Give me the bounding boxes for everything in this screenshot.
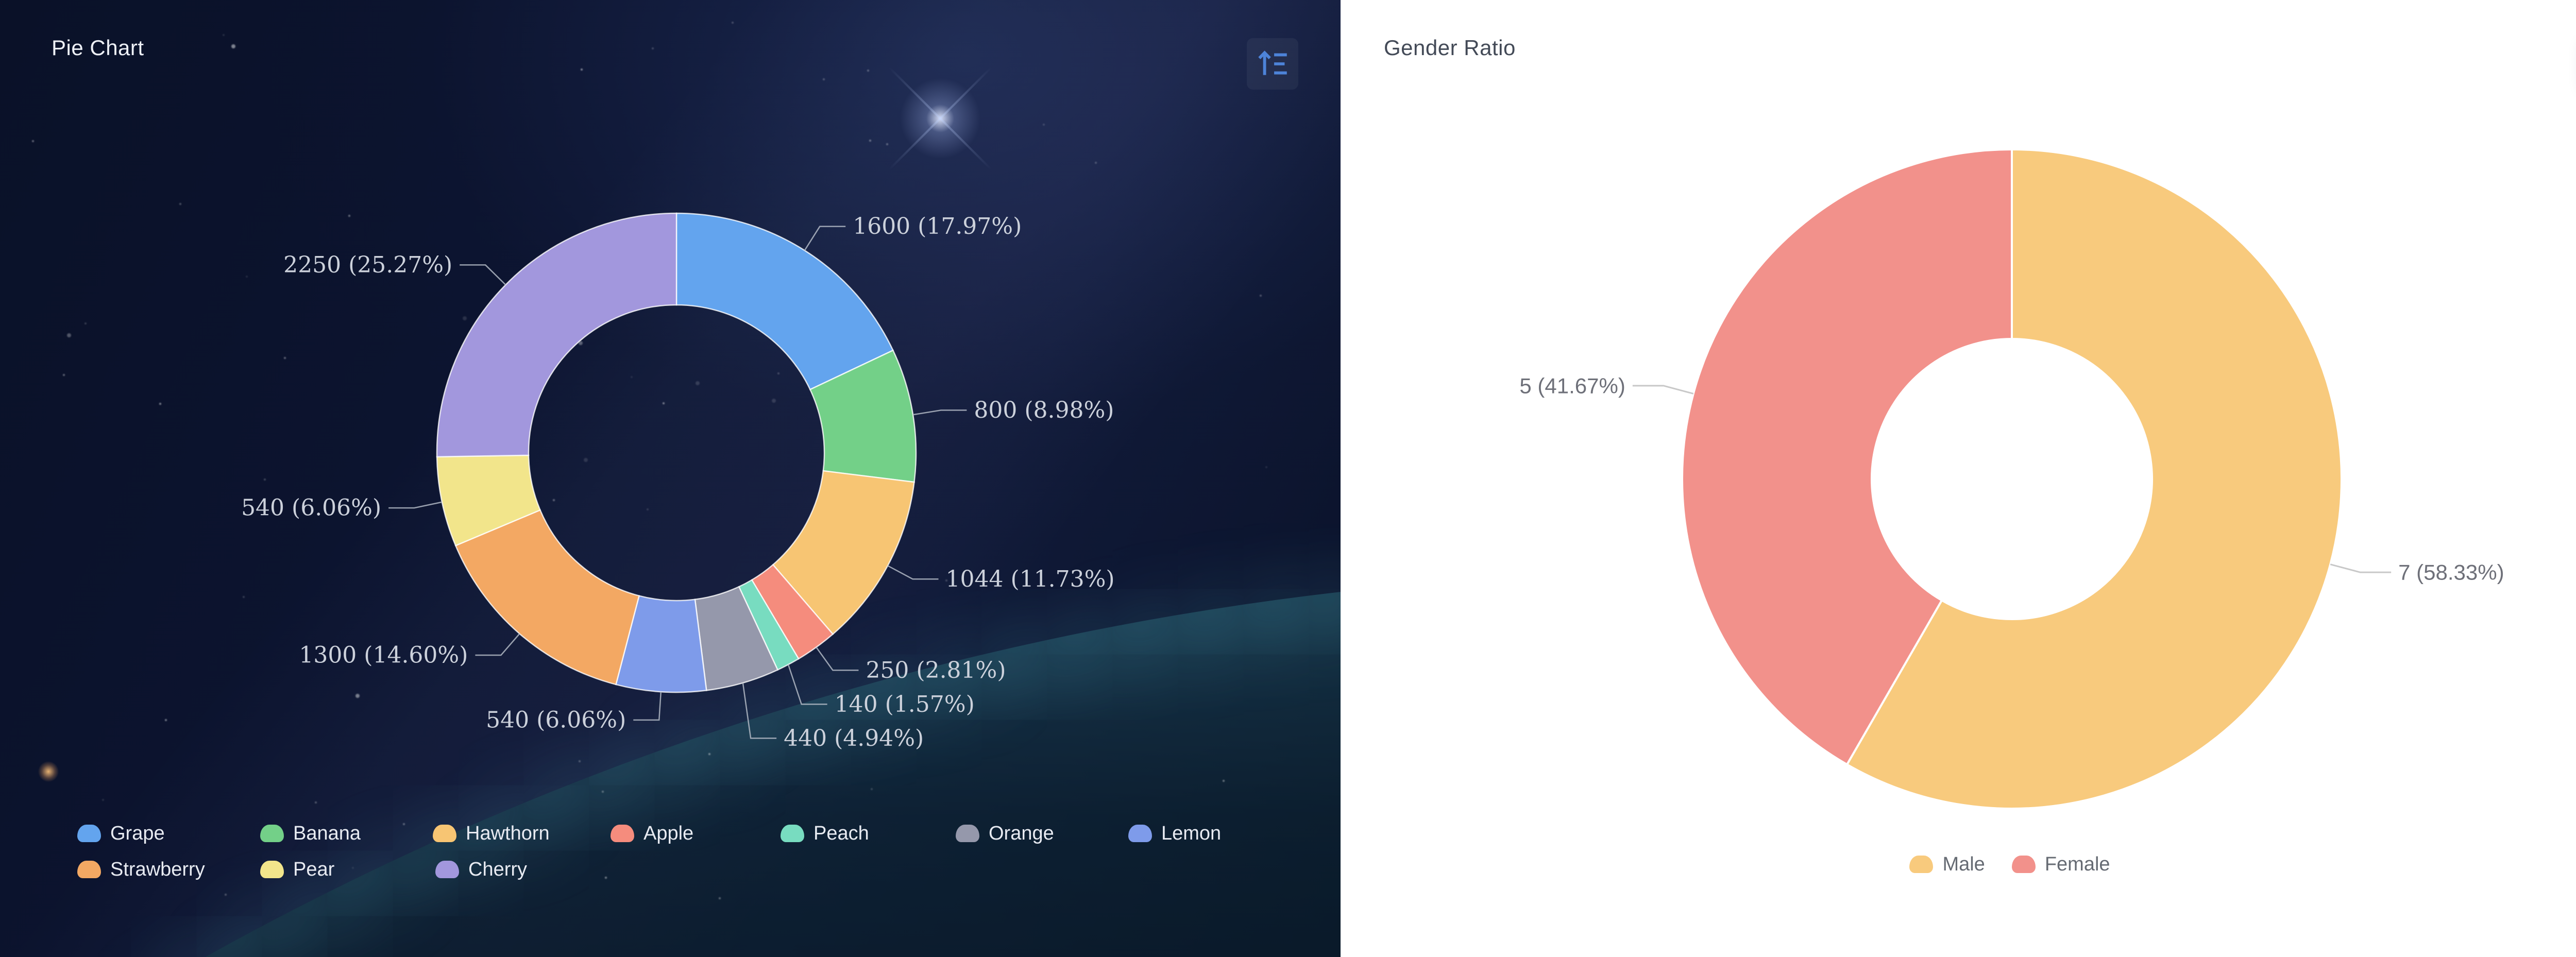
legend-marker-icon	[1128, 825, 1152, 842]
legend-marker-icon	[956, 825, 979, 842]
label-line	[475, 633, 520, 656]
pie-slice-grape[interactable]	[675, 212, 894, 390]
label-line	[804, 226, 846, 251]
fruit-legend: Grape Banana Hawthorn Apple Peach Orange Lemon…	[77, 819, 1221, 884]
label-line	[787, 664, 827, 705]
gender-donut-chart[interactable]: 7 (58.33%) 5 (41.67%)	[1341, 0, 2576, 957]
legend-label: Peach	[814, 823, 869, 844]
slice-label: 440 (4.94%)	[784, 725, 924, 751]
pie-slice-male[interactable]	[1845, 148, 2343, 810]
legend-label: Lemon	[1161, 823, 1222, 844]
legend-marker-icon	[435, 861, 459, 878]
slice-label: 140 (1.57%)	[835, 691, 975, 717]
sort-toolbar-button[interactable]	[1247, 38, 1298, 90]
label-line	[388, 501, 443, 509]
legend-marker-icon	[260, 861, 284, 878]
sort-ascending-icon	[1258, 50, 1287, 75]
label-line	[460, 264, 506, 285]
legend-item-hawthorn[interactable]: Hawthorn	[433, 819, 550, 848]
pie-slice-hawthorn[interactable]	[772, 470, 915, 636]
legend-label: Pear	[293, 859, 335, 880]
slice-label: 1600 (17.97%)	[853, 213, 1022, 240]
slice-label: 5 (41.67%)	[1519, 373, 1625, 398]
legend-label: Hawthorn	[466, 823, 550, 844]
pie-slice-female[interactable]	[1681, 148, 2013, 766]
legend-marker-icon	[260, 825, 284, 842]
legend-label: Male	[1942, 853, 1985, 875]
label-line	[742, 682, 777, 739]
panel-title: Gender Ratio	[1384, 36, 1516, 60]
legend-item-orange[interactable]: Orange	[956, 819, 1054, 848]
legend-item-apple[interactable]: Apple	[611, 819, 693, 848]
slice-label: 1300 (14.60%)	[299, 642, 468, 668]
legend-marker-icon	[433, 825, 456, 842]
legend-label: Orange	[989, 823, 1054, 844]
label-line	[912, 409, 967, 416]
slice-label: 2250 (25.27%)	[283, 252, 452, 278]
legend-item-peach[interactable]: Peach	[781, 819, 869, 848]
legend-item-grape[interactable]: Grape	[77, 819, 165, 848]
legend-marker-icon	[781, 825, 804, 842]
legend-item-cherry[interactable]: Cherry	[435, 855, 527, 884]
legend-item-female[interactable]: Female	[2011, 850, 2110, 879]
panel-title: Pie Chart	[52, 36, 144, 60]
pie-slice-cherry[interactable]	[436, 212, 677, 458]
label-line	[2330, 563, 2392, 573]
gender-legend: Male Female	[1341, 850, 2576, 879]
legend-label: Cherry	[468, 859, 528, 880]
label-line	[887, 565, 939, 580]
legend-marker-icon	[77, 825, 101, 842]
legend-label: Strawberry	[110, 859, 205, 880]
gender-ratio-panel: Gender Ratio 7 (58.33%) 5 (41.67%) Male Fe…	[1341, 0, 2576, 957]
slice-label: 540 (6.06%)	[241, 495, 381, 521]
label-line	[816, 646, 859, 671]
legend-label: Banana	[293, 823, 361, 844]
legend-label: Grape	[110, 823, 165, 844]
legend-marker-icon	[77, 861, 101, 878]
legend-item-male[interactable]: Male	[1909, 850, 1985, 879]
slice-label: 7 (58.33%)	[2398, 560, 2504, 585]
legend-item-lemon[interactable]: Lemon	[1128, 819, 1221, 848]
fruit-donut-chart[interactable]: 1600 (17.97%) 800 (8.98%) 1044 (11.73%) 250…	[0, 0, 1341, 957]
legend-item-strawberry[interactable]: Strawberry	[77, 855, 205, 884]
legend-item-pear[interactable]: Pear	[260, 855, 334, 884]
slice-label: 250 (2.81%)	[866, 657, 1006, 683]
pie-chart-panel: Pie Chart 1600 (17.97%) 800 (8.98%) 1044 (…	[0, 0, 1341, 957]
pie-slice-strawberry[interactable]	[454, 509, 640, 686]
legend-label: Female	[2044, 853, 2110, 875]
legend-marker-icon	[1909, 856, 1934, 873]
legend-item-banana[interactable]: Banana	[260, 819, 361, 848]
label-line	[633, 691, 662, 721]
slice-label: 1044 (11.73%)	[946, 566, 1115, 592]
legend-marker-icon	[2011, 856, 2036, 873]
legend-label: Apple	[643, 823, 694, 844]
slice-label: 540 (6.06%)	[486, 707, 626, 733]
slice-label: 800 (8.98%)	[974, 397, 1114, 423]
legend-marker-icon	[611, 825, 634, 842]
label-line	[1632, 385, 1694, 395]
